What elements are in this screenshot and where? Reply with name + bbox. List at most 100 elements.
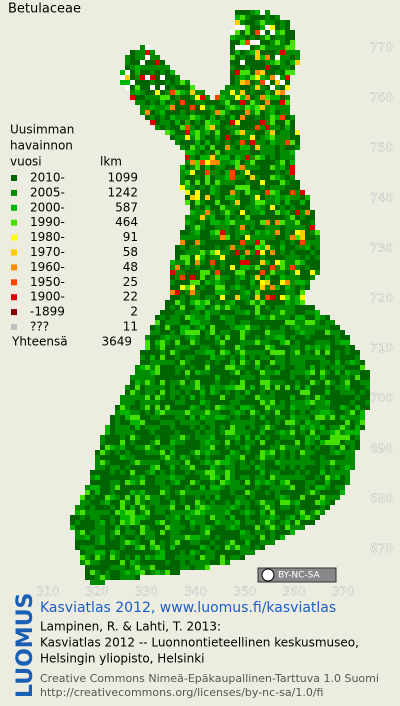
map-cell	[335, 395, 340, 400]
map-cell	[240, 550, 245, 555]
map-cell	[315, 490, 320, 495]
map-cell	[205, 445, 210, 450]
map-cell	[225, 310, 230, 315]
map-cell	[170, 300, 175, 305]
map-cell	[135, 395, 140, 400]
map-cell	[230, 145, 235, 150]
map-cell	[255, 125, 260, 130]
y-grid-label: 750	[370, 141, 393, 155]
map-cell	[235, 480, 240, 485]
map-cell	[150, 335, 155, 340]
map-cell	[245, 345, 250, 350]
map-cell	[130, 420, 135, 425]
map-cell	[275, 100, 280, 105]
map-cell	[130, 515, 135, 520]
map-cell	[235, 385, 240, 390]
map-cell	[345, 445, 350, 450]
map-cell	[305, 320, 310, 325]
link[interactable]: Kasviatlas 2012, www.luomus.fi/kasviatla…	[40, 600, 336, 616]
map-cell	[280, 490, 285, 495]
map-cell	[275, 395, 280, 400]
map-cell	[340, 460, 345, 465]
map-cell	[300, 490, 305, 495]
map-cell	[315, 405, 320, 410]
map-cell	[325, 395, 330, 400]
map-cell	[200, 405, 205, 410]
map-cell	[250, 220, 255, 225]
map-cell	[335, 330, 340, 335]
map-cell	[185, 530, 190, 535]
map-cell	[310, 275, 315, 280]
map-cell	[315, 310, 320, 315]
map-cell	[180, 535, 185, 540]
map-cell	[255, 245, 260, 250]
map-cell	[140, 525, 145, 530]
map-cell	[205, 510, 210, 515]
map-cell	[270, 345, 275, 350]
map-cell	[255, 325, 260, 330]
map-cell	[145, 470, 150, 475]
map-cell	[225, 545, 230, 550]
map-cell	[275, 475, 280, 480]
map-cell	[215, 240, 220, 245]
map-cell	[195, 175, 200, 180]
map-cell	[200, 295, 205, 300]
map-cell	[345, 410, 350, 415]
map-cell	[95, 460, 100, 465]
map-cell	[260, 135, 265, 140]
map-cell	[175, 455, 180, 460]
map-cell	[85, 575, 90, 580]
map-cell	[235, 295, 240, 300]
map-cell	[240, 10, 245, 15]
map-cell	[245, 530, 250, 535]
map-cell	[170, 540, 175, 545]
map-cell	[310, 405, 315, 410]
map-cell	[265, 160, 270, 165]
map-cell	[245, 245, 250, 250]
map-cell	[295, 230, 300, 235]
map-cell	[215, 220, 220, 225]
map-cell	[275, 95, 280, 100]
map-cell	[150, 360, 155, 365]
map-cell	[275, 215, 280, 220]
map-cell	[270, 395, 275, 400]
map-cell	[150, 110, 155, 115]
map-cell	[265, 290, 270, 295]
map-cell	[255, 75, 260, 80]
map-cell	[150, 400, 155, 405]
map-cell	[215, 350, 220, 355]
map-cell	[235, 495, 240, 500]
map-cell	[295, 360, 300, 365]
map-cell	[250, 370, 255, 375]
map-cell	[250, 410, 255, 415]
map-cell	[285, 55, 290, 60]
map-cell	[190, 240, 195, 245]
map-cell	[145, 570, 150, 575]
map-cell	[95, 530, 100, 535]
map-cell	[280, 400, 285, 405]
map-cell	[255, 300, 260, 305]
map-cell	[110, 500, 115, 505]
map-cell	[275, 270, 280, 275]
map-cell	[225, 305, 230, 310]
map-cell	[270, 510, 275, 515]
map-cell	[155, 360, 160, 365]
map-cell	[190, 285, 195, 290]
map-cell	[260, 85, 265, 90]
map-cell	[175, 275, 180, 280]
map-cell	[220, 285, 225, 290]
map-cell	[245, 100, 250, 105]
map-cell	[160, 410, 165, 415]
map-cell	[155, 400, 160, 405]
map-cell	[270, 110, 275, 115]
map-cell	[270, 405, 275, 410]
map-cell	[165, 370, 170, 375]
map-cell	[240, 140, 245, 145]
map-cell	[260, 240, 265, 245]
map-cell	[275, 440, 280, 445]
map-cell	[195, 275, 200, 280]
map-cell	[285, 430, 290, 435]
map-cell	[155, 420, 160, 425]
license-line[interactable]: http://creativecommons.org/licenses/by-n…	[40, 686, 323, 699]
map-cell	[315, 325, 320, 330]
